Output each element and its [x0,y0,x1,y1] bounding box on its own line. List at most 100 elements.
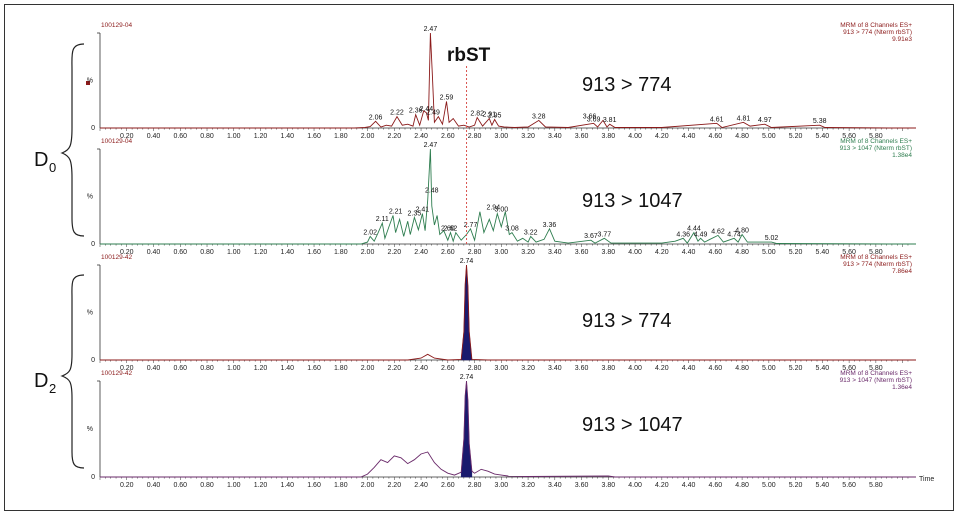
x-tick-label: 0.80 [200,365,214,372]
x-tick-label: 4.60 [709,133,723,140]
x-tick-label: 4.80 [735,133,749,140]
peak-label: 2.91 [482,112,496,119]
peak-label: 2.49 [426,110,440,117]
peak-label: 2.02 [363,229,377,236]
x-tick-label: 5.00 [762,133,776,140]
x-tick-label: 0.20 [120,249,134,256]
x-tick-label: 3.00 [494,482,508,489]
x-tick-label: 4.80 [735,365,749,372]
filled-peak [460,380,473,478]
peak-label: 4.81 [737,115,751,122]
x-tick-label: 0.60 [173,133,187,140]
x-tick-label: 0.40 [147,482,161,489]
y-axis-symbol: % [87,310,93,317]
peak-label: 3.77 [598,231,612,238]
y-axis-symbol: % [87,78,93,85]
transition-label: 913 > 774 [582,310,672,332]
x-tick-label: 5.80 [869,365,883,372]
x-tick-label: 4.40 [682,249,696,256]
peak-label: 2.06 [369,114,383,121]
channel-header-line: 913 > 1047 (Nterm rbST) [840,377,912,384]
peak-label: 4.36 [676,231,690,238]
x-tick-label: 1.40 [280,133,294,140]
peak-label: 3.67 [584,233,598,240]
peak-label: 3.08 [505,226,519,233]
channel-header-line: MRM of 8 Channels ES+ [840,138,912,145]
y-zero-label: 0 [91,474,95,481]
x-tick-label: 1.40 [280,482,294,489]
x-tick-label: 3.60 [575,133,589,140]
group-label-d2: D 2 [34,370,56,396]
peak-label: 4.49 [694,231,708,238]
chromatogram-panel-4: 100129-42 MRM of 8 Channels ES+913 > 1047… [87,370,935,489]
x-tick-label: 1.40 [280,249,294,256]
x-tick-label: 3.40 [548,249,562,256]
peak-label: 2.82 [470,111,484,118]
x-tick-label: 4.60 [709,249,723,256]
x-tick-label: 0.20 [120,482,134,489]
x-tick-label: 1.60 [307,482,321,489]
group-label-d0: D 0 [34,149,56,175]
x-tick-label: 5.40 [816,133,830,140]
x-tick-label: 1.20 [254,365,268,372]
x-tick-label: 1.20 [254,482,268,489]
x-tick-label: 2.60 [441,249,455,256]
peak-label: 3.22 [524,229,538,236]
x-tick-label: 0.60 [173,365,187,372]
x-tick-label: 1.00 [227,133,241,140]
peak-label: 2.95 [488,112,502,119]
group-label-main: D [34,370,48,392]
x-tick-label: 4.40 [682,482,696,489]
x-tick-label: 0.20 [120,365,134,372]
x-tick-label: 1.80 [334,249,348,256]
x-tick-label: 4.00 [628,482,642,489]
x-tick-label: 4.80 [735,249,749,256]
x-tick-label: 5.20 [789,249,803,256]
trace-marker [86,81,90,85]
group-label-sub: 2 [49,381,56,396]
x-tick-label: 1.80 [334,482,348,489]
sample-id: 100129-04 [101,138,132,145]
x-tick-label: 2.80 [468,365,482,372]
figure-frame [4,4,954,511]
y-axis-symbol: % [87,426,93,433]
x-tick-label: 5.40 [816,365,830,372]
peak-label: 2.47 [424,142,438,149]
x-tick-label: 1.40 [280,365,294,372]
x-axis-title: Time [919,476,934,483]
x-tick-label: 0.60 [173,482,187,489]
x-tick-label: 0.80 [200,133,214,140]
peak-label: 4.80 [735,228,749,235]
peak-label: 2.48 [425,188,439,195]
channel-header-line: 1.38e4 [892,152,912,159]
analyte-label: rbST [447,45,491,66]
x-tick-label: 1.20 [254,133,268,140]
x-tick-label: 5.00 [762,365,776,372]
x-tick-label: 3.60 [575,482,589,489]
peak-label: 4.61 [710,116,724,123]
x-tick-label: 3.40 [548,133,562,140]
peak-label: 2.11 [376,216,389,223]
chromatogram-trace [100,380,916,478]
x-tick-label: 1.60 [307,365,321,372]
peak-label: 5.02 [765,235,779,242]
x-tick-label: 2.00 [361,249,375,256]
x-tick-label: 3.00 [494,365,508,372]
peak-label: 2.41 [416,207,430,214]
x-tick-label: 5.40 [816,482,830,489]
x-tick-label: 3.80 [602,249,616,256]
x-tick-label: 4.00 [628,133,642,140]
x-tick-label: 2.60 [441,365,455,372]
channel-header-line: MRM of 8 Channels ES+ [840,370,912,377]
x-tick-label: 3.20 [521,482,535,489]
group-label-main: D [34,149,48,171]
x-tick-label: 0.60 [173,249,187,256]
peak-label: 2.22 [390,110,404,117]
x-tick-label: 5.60 [842,133,856,140]
x-tick-label: 3.00 [494,133,508,140]
x-tick-label: 3.20 [521,365,535,372]
channel-header-line: 913 > 774 (Nterm rbST) [843,261,912,268]
chromatogram-panels: 100129-04 MRM of 8 Channels ES+ 913 > 774 … [87,22,935,489]
x-tick-label: 4.80 [735,482,749,489]
x-tick-label: 4.20 [655,249,669,256]
